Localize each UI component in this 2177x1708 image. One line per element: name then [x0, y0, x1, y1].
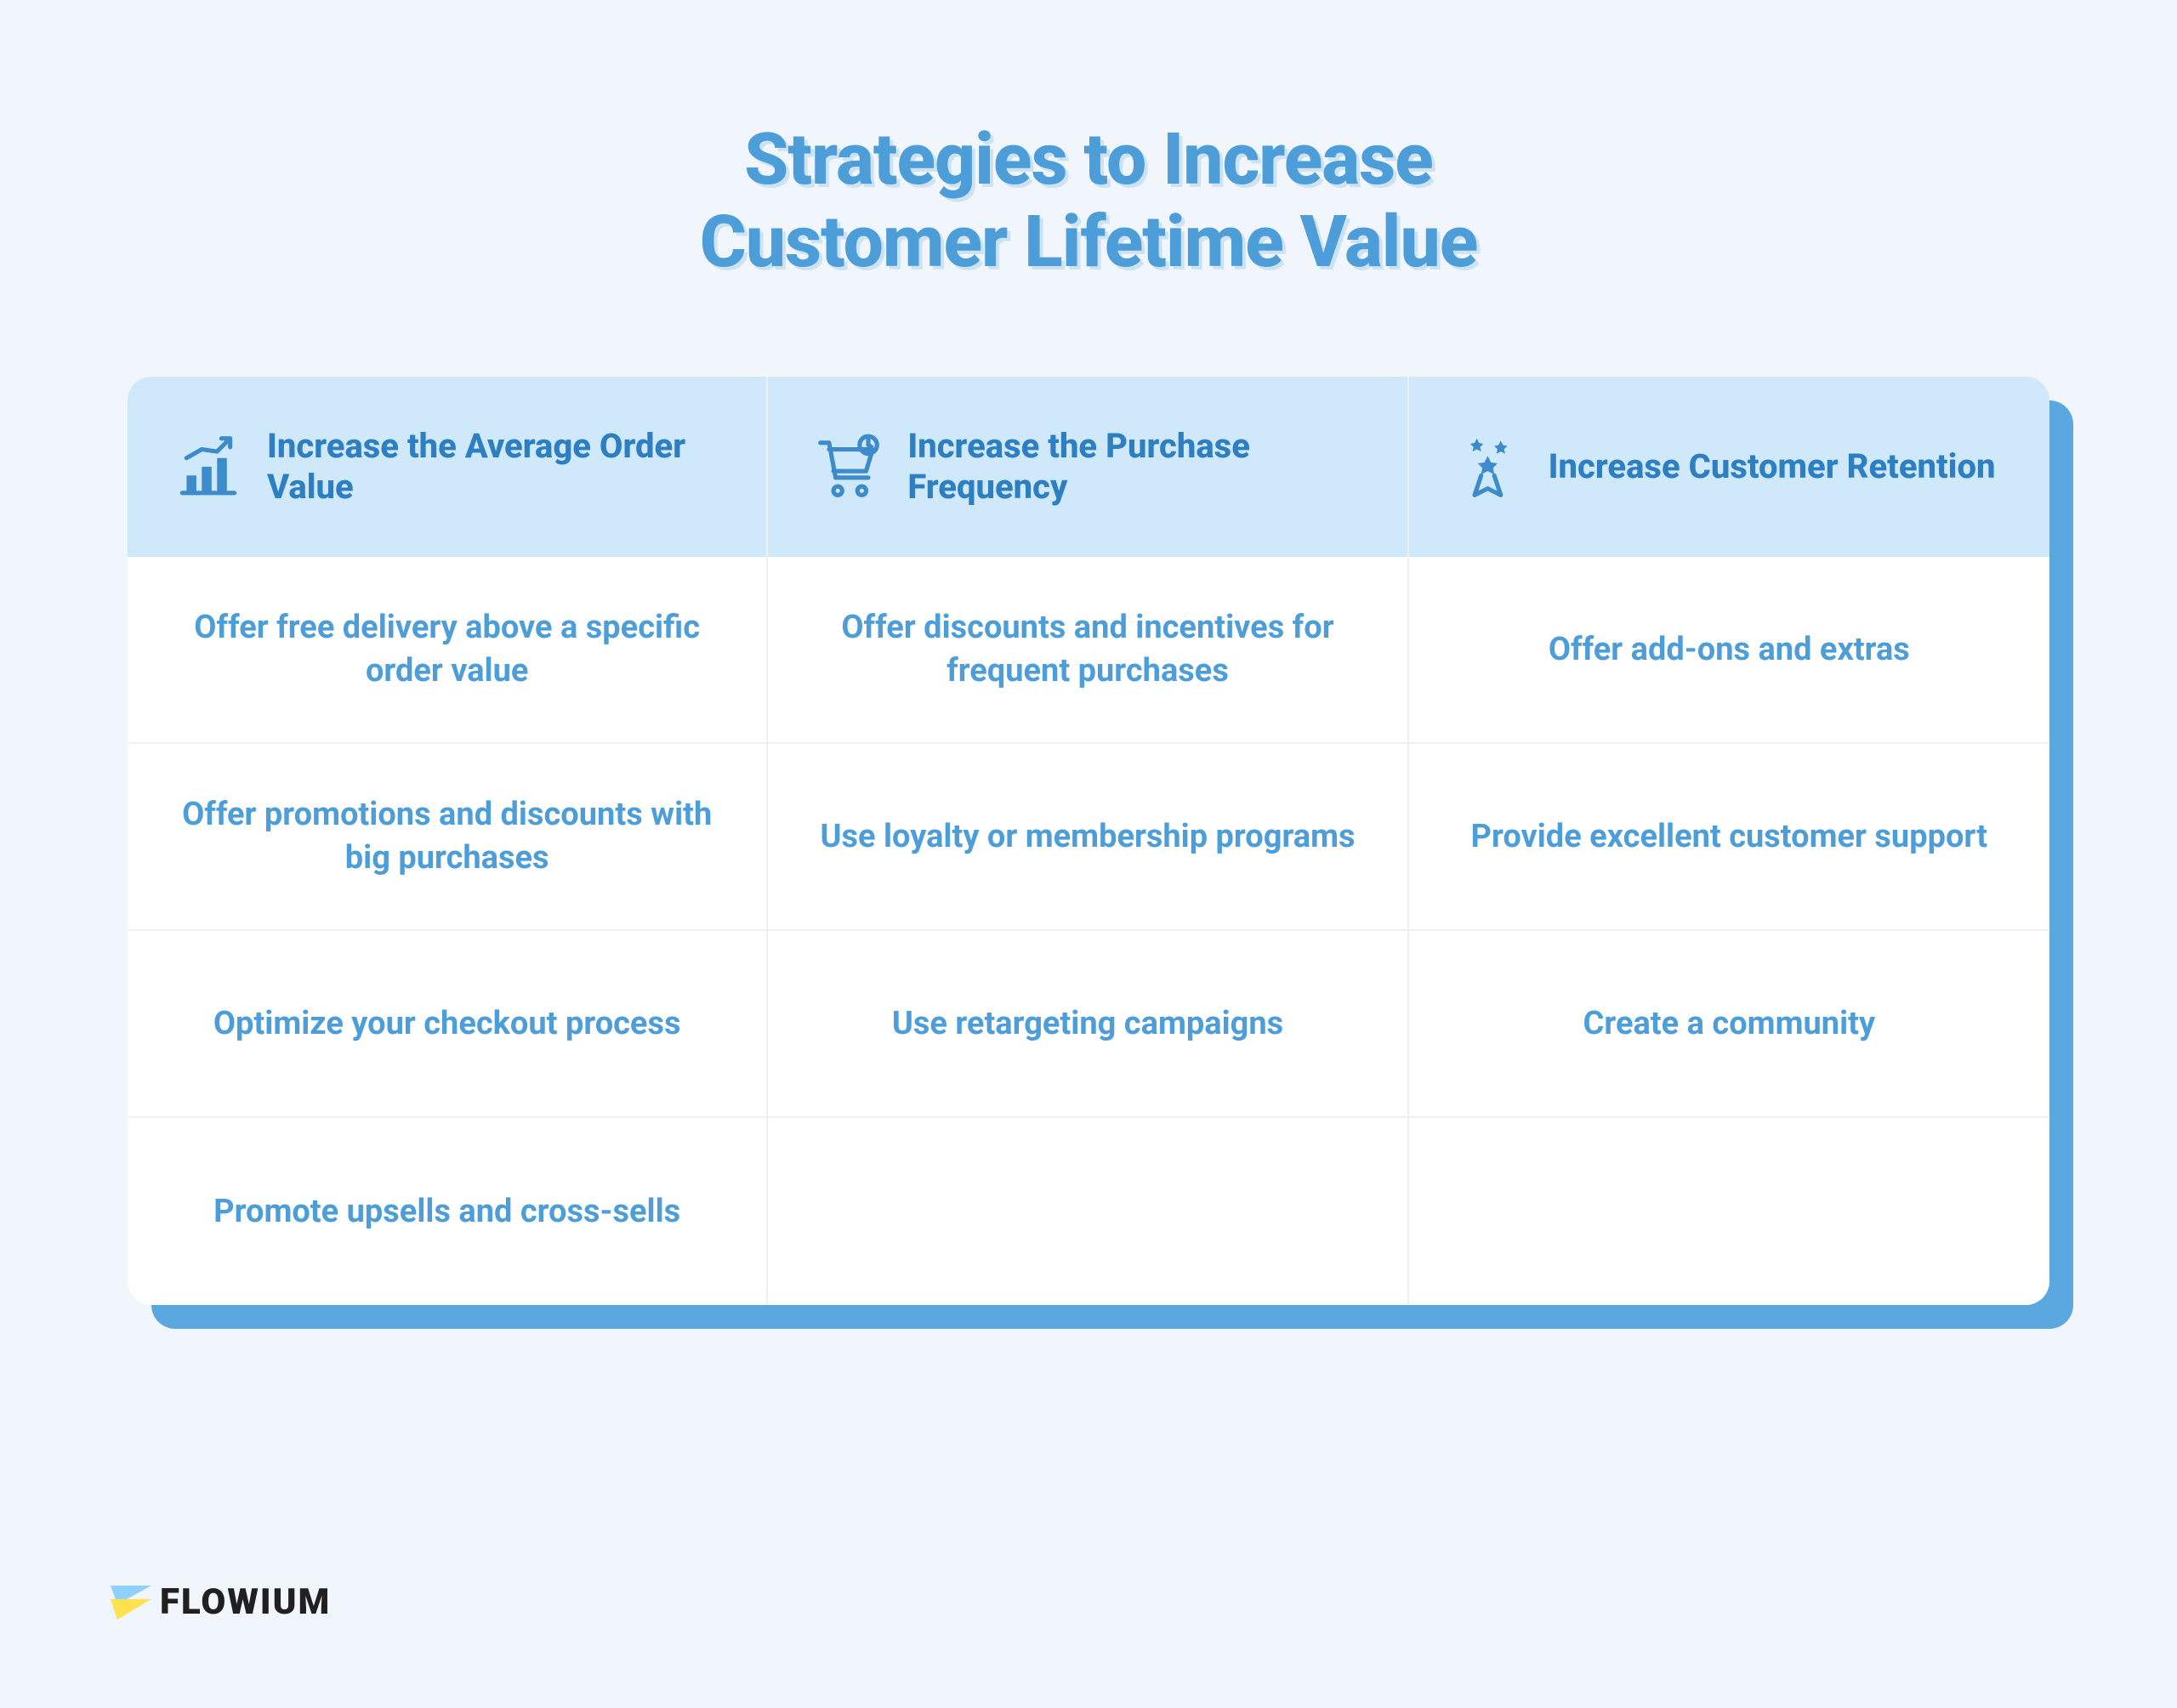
header-cell-order-value: Increase the Average Order Value: [128, 377, 768, 557]
stars-ribbon-icon: [1455, 432, 1525, 502]
title-line-2: Customer Lifetime Value: [700, 200, 1478, 284]
table-cell: [1409, 1118, 2049, 1305]
infographic-container: Strategies to Increase Customer Lifetime…: [0, 0, 2177, 1305]
table-header-row: Increase the Average Order Value: [128, 377, 2049, 557]
chart-up-icon: [173, 432, 243, 502]
flowium-mark-icon: [111, 1582, 151, 1623]
header-label-retention: Increase Customer Retention: [1549, 446, 1996, 487]
header-label-order-value: Increase the Average Order Value: [267, 426, 720, 508]
table-cell: Offer free delivery above a specific ord…: [128, 557, 768, 744]
table-cell: Use retargeting campaigns: [768, 931, 1408, 1118]
table-cell: Optimize your checkout process: [128, 931, 768, 1118]
cart-refresh-icon: [814, 432, 884, 502]
table-cell: Provide excellent customer support: [1409, 744, 2049, 931]
page-title: Strategies to Increase Customer Lifetime…: [111, 119, 2066, 283]
table-body: Offer free delivery above a specific ord…: [128, 557, 2049, 1305]
header-cell-purchase-frequency: Increase the Purchase Frequency: [768, 377, 1408, 557]
table-cell: Offer discounts and incentives for frequ…: [768, 557, 1408, 744]
header-label-purchase-frequency: Increase the Purchase Frequency: [907, 426, 1361, 508]
table-cell: Promote upsells and cross-sells: [128, 1118, 768, 1305]
table-wrapper: Increase the Average Order Value: [128, 377, 2049, 1305]
header-cell-retention: Increase Customer Retention: [1409, 377, 2049, 557]
strategies-table: Increase the Average Order Value: [128, 377, 2049, 1305]
table-cell: Use loyalty or membership programs: [768, 744, 1408, 931]
table-cell: Create a community: [1409, 931, 2049, 1118]
table-cell: Offer promotions and discounts with big …: [128, 744, 768, 931]
table-cell: Offer add-ons and extras: [1409, 557, 2049, 744]
brand-logo-text: FLOWIUM: [160, 1581, 331, 1623]
title-line-1: Strategies to Increase: [744, 117, 1433, 201]
brand-logo: FLOWIUM: [111, 1581, 331, 1623]
table-cell: [768, 1118, 1408, 1305]
